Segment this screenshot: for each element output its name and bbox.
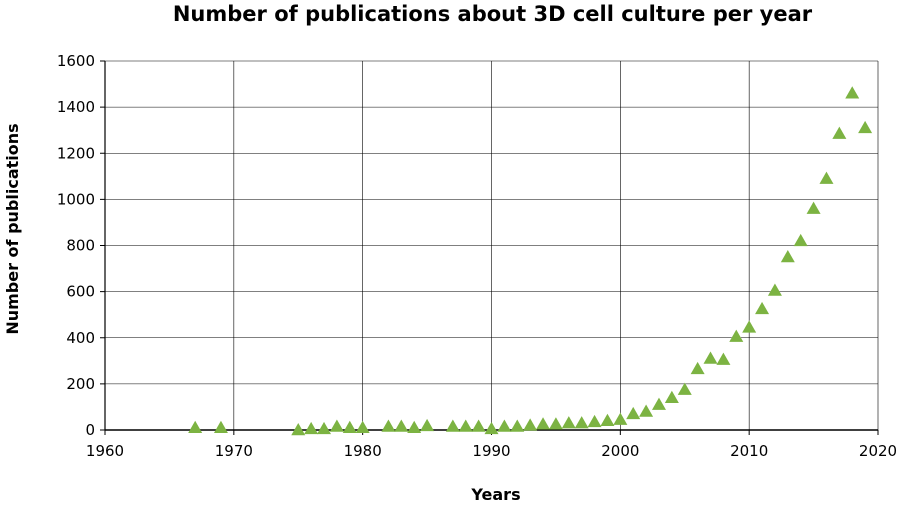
data-point-triangle xyxy=(716,352,731,365)
data-point-triangle xyxy=(510,419,525,432)
data-point-triangle xyxy=(304,421,319,435)
data-point-triangle xyxy=(690,361,705,375)
data-point-triangle xyxy=(213,420,228,433)
data-point-triangle xyxy=(845,86,860,99)
data-point-triangle xyxy=(458,419,473,432)
y-axis-title: Number of publications xyxy=(3,123,22,334)
data-point-triangle xyxy=(677,382,692,395)
x-tick-label: 1970 xyxy=(215,442,253,460)
x-tick-label: 2010 xyxy=(730,442,768,460)
data-point-triangle xyxy=(806,201,821,214)
y-tick-labels: 0 200 400 600 800 1000 1200 1400 1600 xyxy=(57,52,95,439)
data-point-triangle xyxy=(561,416,576,429)
data-point-triangle xyxy=(188,420,203,433)
axes xyxy=(100,60,879,435)
chart-title: Number of publications about 3D cell cul… xyxy=(172,2,813,26)
data-point-triangle xyxy=(767,283,782,296)
x-axis-title: Years xyxy=(470,485,520,504)
data-point-triangle xyxy=(291,423,306,436)
y-tick-label: 1400 xyxy=(57,98,95,116)
x-tick-label: 1990 xyxy=(472,442,510,460)
data-point-triangle xyxy=(626,406,641,420)
y-tick-label: 800 xyxy=(66,237,95,255)
grid-lines xyxy=(105,60,879,430)
data-points xyxy=(188,86,873,436)
data-point-triangle xyxy=(858,120,873,134)
data-point-triangle xyxy=(613,412,628,425)
y-tick-label: 1200 xyxy=(57,144,95,162)
data-point-triangle xyxy=(651,397,666,410)
data-point-triangle xyxy=(445,419,460,432)
data-point-triangle xyxy=(729,329,744,342)
data-point-triangle xyxy=(793,233,808,247)
data-point-triangle xyxy=(317,421,332,435)
y-tick-label: 0 xyxy=(85,421,95,439)
data-point-triangle xyxy=(484,421,499,435)
data-point-triangle xyxy=(639,404,654,417)
data-point-triangle xyxy=(497,419,512,432)
data-point-triangle xyxy=(329,419,344,432)
y-tick-label: 600 xyxy=(66,283,95,301)
data-point-triangle xyxy=(819,171,834,184)
data-point-triangle xyxy=(471,419,486,432)
data-point-triangle xyxy=(355,420,370,433)
y-tick-label: 1600 xyxy=(57,52,95,70)
x-tick-label: 1980 xyxy=(344,442,382,460)
data-point-triangle xyxy=(536,417,551,430)
x-tick-label: 2000 xyxy=(601,442,639,460)
data-point-triangle xyxy=(587,414,602,428)
data-point-triangle xyxy=(600,413,615,427)
y-tick-label: 200 xyxy=(66,375,95,393)
data-point-triangle xyxy=(574,416,589,429)
data-point-triangle xyxy=(342,420,357,433)
data-point-triangle xyxy=(381,419,396,432)
x-tick-label: 1960 xyxy=(86,442,124,460)
x-tick-label: 2020 xyxy=(859,442,897,460)
data-point-triangle xyxy=(548,417,563,430)
data-point-triangle xyxy=(832,126,847,139)
y-tick-label: 400 xyxy=(66,329,95,347)
data-point-triangle xyxy=(523,418,538,431)
data-point-triangle xyxy=(755,301,770,315)
x-tick-labels: 1960 1970 1980 1990 2000 2010 2020 xyxy=(86,442,897,460)
data-point-triangle xyxy=(703,351,718,364)
data-point-triangle xyxy=(420,418,435,432)
data-point-triangle xyxy=(407,420,422,433)
data-point-triangle xyxy=(780,250,795,263)
data-point-triangle xyxy=(742,320,757,333)
data-point-triangle xyxy=(664,390,679,403)
y-tick-label: 1000 xyxy=(57,190,95,208)
data-point-triangle xyxy=(394,419,409,432)
